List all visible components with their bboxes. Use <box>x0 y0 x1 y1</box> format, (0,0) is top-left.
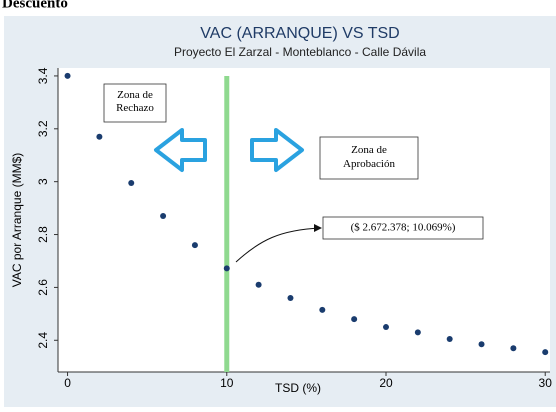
left-arrow <box>154 128 207 172</box>
right-arrow <box>250 128 304 172</box>
point <box>64 72 71 79</box>
x-tick-label: 20 <box>379 376 393 390</box>
x-tick-label: 30 <box>539 376 553 390</box>
point <box>319 306 326 313</box>
x-tick-label: 0 <box>64 376 71 390</box>
point <box>191 242 198 249</box>
point <box>96 133 103 140</box>
point <box>223 265 230 272</box>
page-header: Descuento <box>2 0 68 11</box>
x-axis-label: TSD (%) <box>275 381 321 395</box>
point <box>255 281 262 288</box>
point <box>510 345 517 352</box>
approve-box <box>319 136 419 180</box>
y-tick-label: 3 <box>36 178 50 185</box>
point <box>414 329 421 336</box>
y-tick-label: 2.4 <box>36 332 50 349</box>
point <box>160 213 167 220</box>
point <box>383 324 389 331</box>
approve-label: Zona de Aprobación <box>343 144 395 170</box>
point <box>351 316 358 323</box>
chart-title: VAC (ARRANQUE) VS TSD <box>200 25 399 42</box>
approve-fo: Zona de Aprobación <box>343 144 395 170</box>
y-tick-label: 2.8 <box>36 226 50 243</box>
y-tick-label: 2.6 <box>36 279 50 296</box>
point <box>542 349 549 356</box>
callout-curve <box>235 227 321 263</box>
reject-fo: Zona de Rechazo <box>116 89 154 114</box>
chart-subtitle: Proyecto El Zarzal - Monteblanco - Calle… <box>174 45 426 59</box>
reject-label: Zona de Rechazo <box>116 89 154 114</box>
callout-head <box>314 224 322 232</box>
y-axis-label: VAC por Arranque (MM$) <box>10 153 24 288</box>
point <box>128 179 135 186</box>
point-label: ($ 2.672.378; 10.069%) <box>351 222 456 234</box>
point <box>478 341 485 348</box>
y-tick-label: 3.4 <box>36 67 50 84</box>
point-box <box>322 216 484 240</box>
x-tick-label: 10 <box>220 376 234 390</box>
y-tick-label: 3.2 <box>36 120 50 137</box>
reject-box <box>103 83 167 123</box>
point <box>287 294 294 301</box>
point <box>446 335 453 342</box>
